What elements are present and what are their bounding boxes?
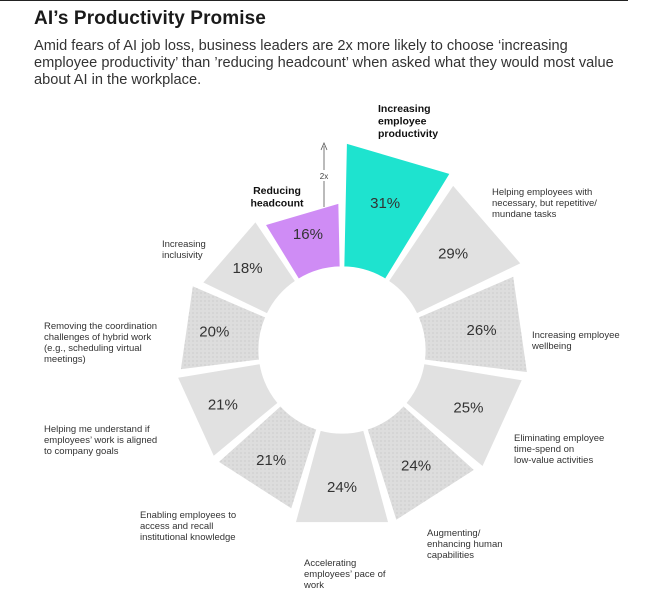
value-label: 29%: [438, 246, 468, 263]
slice-eliminating-employee-time-spend-on-low-value-activities: [405, 362, 524, 468]
value-label: 20%: [199, 324, 229, 341]
annotation-arrow-head: [320, 141, 328, 151]
slice-increasing-employee-productivity: [343, 142, 452, 281]
labels-layer: Increasing employee productivity Helping em…: [44, 103, 620, 591]
annotation-2x: 2x: [320, 172, 328, 181]
top-rule: [0, 0, 628, 1]
value-label: 21%: [256, 452, 286, 469]
category-label: Augmenting/enhancing human capabilities: [427, 528, 503, 561]
slice-reducing-headcount: [264, 202, 341, 281]
category-label: Increasing inclusivity: [162, 239, 206, 261]
annotation-layer: 2x: [317, 141, 331, 207]
chart-subtitle: Amid fears of AI job loss, business lead…: [34, 38, 614, 88]
value-label: 26%: [467, 322, 497, 339]
value-label: 31%: [370, 195, 400, 212]
slices-layer: [176, 142, 529, 524]
values-layer: 31% 29% 26% 25% 24% 24% 21% 21% 20% 18% 16%: [199, 195, 496, 496]
value-label: 21%: [208, 396, 238, 413]
slice-increasing-inclusivity: [201, 220, 297, 315]
slice-accelerating-employees-pace-of-work: [294, 429, 390, 524]
slice-increasing-employee-wellbeing: [417, 275, 529, 374]
category-label: Increasing employee productivity: [378, 103, 438, 140]
category-label: Accelerating employees’ pace of work: [303, 558, 386, 591]
chart-title: AI’s Productivity Promise: [34, 8, 266, 29]
slice-augmenting-enhancing-human-capabilities: [366, 404, 476, 522]
slice-helping-me-understand-if-employees-work-is-aligned-to-company-goals: [176, 362, 279, 458]
category-label: Helping me understand if employees’ work …: [44, 424, 157, 457]
value-label: 24%: [401, 457, 431, 474]
category-label: Removing the coordination challenges of h…: [44, 321, 157, 365]
slice-helping-employees-with-necessary-but-repetitive-mundane-tasks: [387, 183, 523, 315]
category-label: Helping employees with necessary, but rep…: [492, 187, 597, 220]
slice-enabling-employees-to-access-and-recall-institutional-knowledge: [217, 404, 318, 511]
value-label: 25%: [453, 400, 483, 417]
category-label: Enabling employees to access and recall in…: [140, 510, 236, 543]
value-label: 16%: [293, 226, 323, 243]
category-label: Increasing employee wellbeing: [531, 330, 620, 352]
annotation-bg: [317, 170, 331, 181]
slice-removing-the-coordination-challenges-of-hybrid-work-e-g-scheduling-virtual-meetings: [179, 284, 267, 371]
category-label: Eliminating employee time-spend on low-val…: [514, 433, 604, 466]
value-label: 18%: [233, 260, 263, 277]
value-label: 24%: [327, 479, 357, 496]
category-label: Reducing headcount: [250, 185, 304, 210]
